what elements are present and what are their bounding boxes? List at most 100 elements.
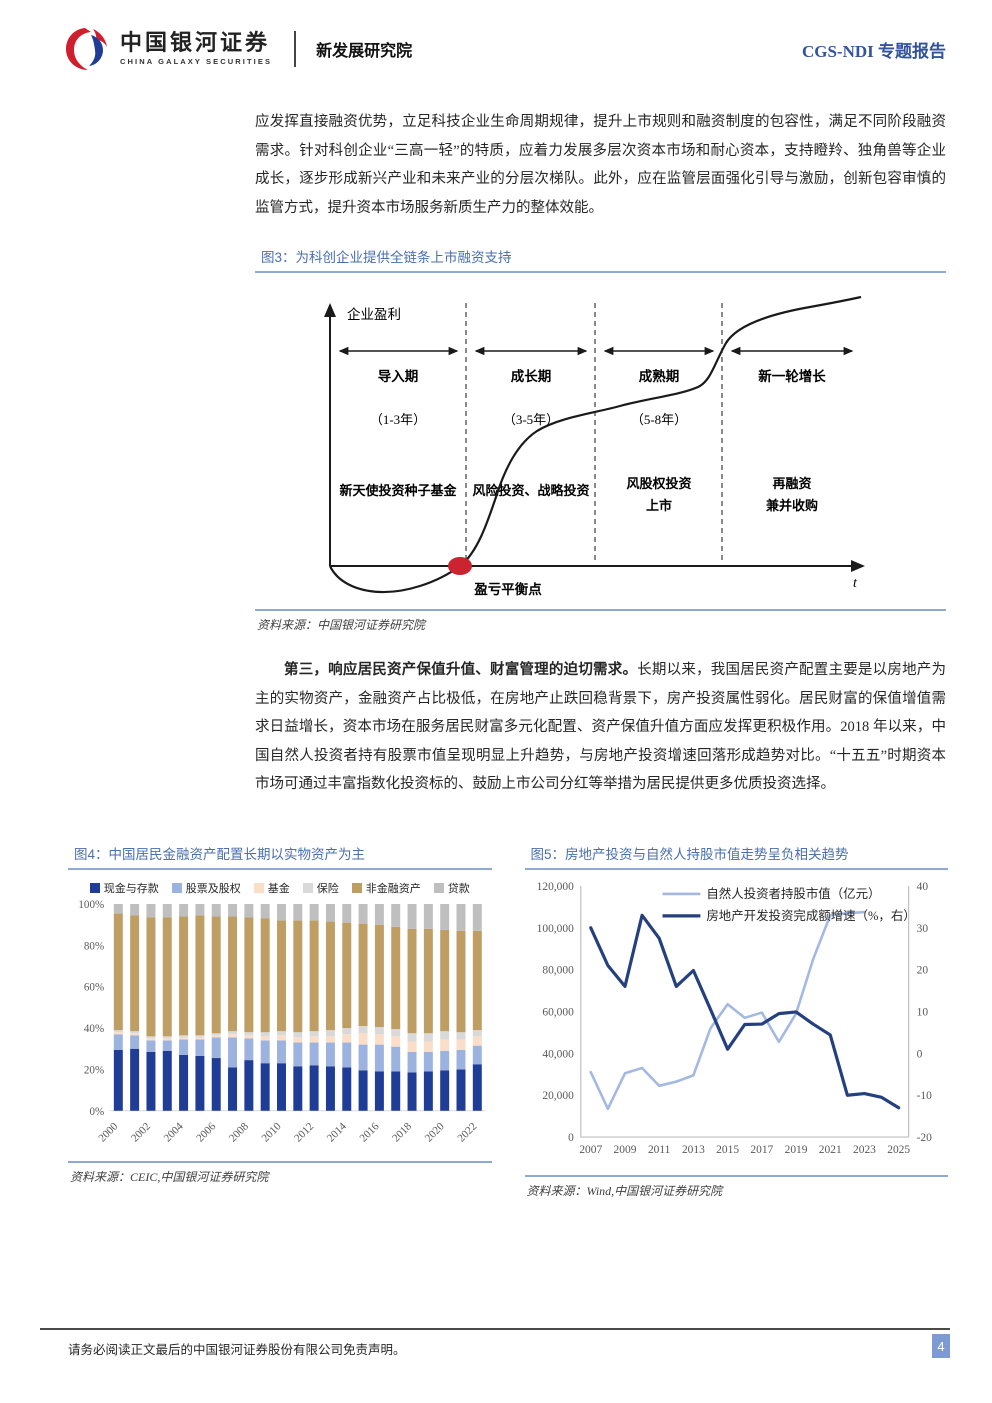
phase2-years: （3-5年） [503,412,559,427]
disclaimer-text: 请务必阅读正文最后的中国银河证券股份有限公司免责声明。 [68,1343,406,1357]
bar-segment [472,1064,482,1111]
bar-segment [325,1036,335,1043]
figure4-block: 图4：中国居民金融资产配置长期以实物资产为主 现金与存款 股票及股权 基金 保险 非金融… [68,840,492,1204]
bar-segment [162,917,172,1037]
bar-segment [342,904,352,923]
tick-label: 120,000 [536,881,573,893]
paragraph2-lead: 第三，响应居民资产保值升值、财富管理的迫切需求。 [284,662,638,678]
tick-label: 2011 [647,1144,670,1156]
bar-segment [374,904,384,925]
tick-label: 0 [916,1048,922,1060]
bar-segment [179,1039,189,1055]
tick-label: 2012 [292,1120,316,1144]
tick-label: 100% [78,899,104,911]
tick-label: 2017 [750,1144,773,1156]
tick-label: 80,000 [542,965,574,977]
bar-segment [309,1042,319,1066]
bar-segment [113,904,123,914]
legend-label: 保险 [316,883,339,895]
bar-segment [130,1033,140,1036]
department-name: 新发展研究院 [316,43,413,60]
bar-segment [211,904,221,917]
bar-segment [113,1049,123,1111]
y-axis-label: 企业盈利 [347,306,401,322]
bar-segment [374,924,384,1028]
bar-segment [358,904,368,924]
bar-segment [162,904,172,918]
figure5-source: 资料来源：Wind,中国银河证券研究院 [526,1183,723,1198]
page-footer: 请务必阅读正文最后的中国银河证券股份有限公司免责声明。 4 [40,1328,950,1358]
bar-segment [440,929,450,1032]
figure5-bottom-rule [524,1174,948,1177]
bar-segment [423,1041,433,1052]
bar-segment [113,1032,123,1035]
legend-swatch [89,883,100,893]
bar-segment [358,923,368,1026]
body-paragraph-1: 应发挥直接融资优势，立足科技企业生命周期规律，提升上市规则和融资制度的包容性，满… [255,114,946,216]
legend-swatch [302,883,313,893]
bar-segment [440,1070,450,1111]
phase1-name: 导入期 [378,369,419,384]
bar-segment [440,904,450,930]
bar-segment [228,904,238,917]
bar-segment [342,1042,352,1068]
tick-label: 2015 [716,1144,739,1156]
series-line-left [588,910,866,1111]
bar-segment [309,920,319,1032]
phase1-funding: 新天使投资种子基金 [339,483,457,498]
tick-label: 2008 [227,1120,251,1144]
tick-label: 2002 [129,1120,153,1144]
tick-label: 2018 [390,1120,414,1144]
bar-segment [179,916,189,1036]
bar-segment [162,1038,172,1041]
bar-segment [211,1033,221,1036]
bar-segment [456,1049,466,1070]
figure4-legend: 现金与存款 股票及股权 基金 保险 非金融资产 贷款 [68,880,492,896]
bar-segment [244,1038,254,1061]
legend-swatch [351,883,362,893]
bar-segment [162,1036,172,1039]
bar-segment [342,1028,352,1035]
logo-name-en: CHINA GALAXY SECURITIES [120,57,273,67]
bar-segment [130,904,140,916]
bar-segment [130,915,140,1032]
phase2-name: 成长期 [511,368,552,384]
bar-segment [342,922,352,1029]
legend-label: 贷款 [447,883,470,895]
bar-segment [325,1066,335,1111]
bar-segment [423,904,433,929]
bar-segment [407,1072,417,1111]
tick-label: 2023 [853,1144,876,1156]
figure4-stacked-bar-chart: 0% 20% 40% 60% 80% 100% 2000 2002 2004 2006 2008 20… [78,899,486,1145]
legend-swatch [253,883,264,893]
bar-segment [456,1069,466,1111]
bar-segment [277,1063,286,1111]
bar-segment [309,1036,319,1043]
tick-label: 10 [916,1007,928,1019]
bar-segment [423,928,433,1034]
tick-label: 2013 [681,1144,704,1156]
bar-segment [277,1031,286,1036]
bar-segment [244,917,254,1033]
bar-segment [325,921,335,1031]
bar-segment [423,1033,433,1042]
bar-segment [162,1050,172,1111]
bar-segment [472,1036,482,1046]
tick-label: 2010 [260,1120,284,1144]
tick-label: 20% [84,1064,104,1076]
tick-label: 2022 [455,1120,479,1144]
bar-segment [391,1046,401,1072]
body-paragraph-2: 第三，响应居民资产保值升值、财富管理的迫切需求。长期以来，我国居民资产配置主要是… [255,656,946,799]
legend-label: 股票及股权 [185,883,241,895]
bar-segment [391,904,401,927]
legend-label: 基金 [267,883,290,895]
bar-segment [407,1051,417,1073]
bar-segment [374,1044,384,1072]
bar-segment [260,1032,270,1037]
tick-label: 2020 [423,1120,447,1144]
bar-segment [130,1031,140,1034]
bar-segment [146,1040,156,1052]
legend-swatch [433,883,444,893]
tick-label: -20 [916,1132,932,1144]
